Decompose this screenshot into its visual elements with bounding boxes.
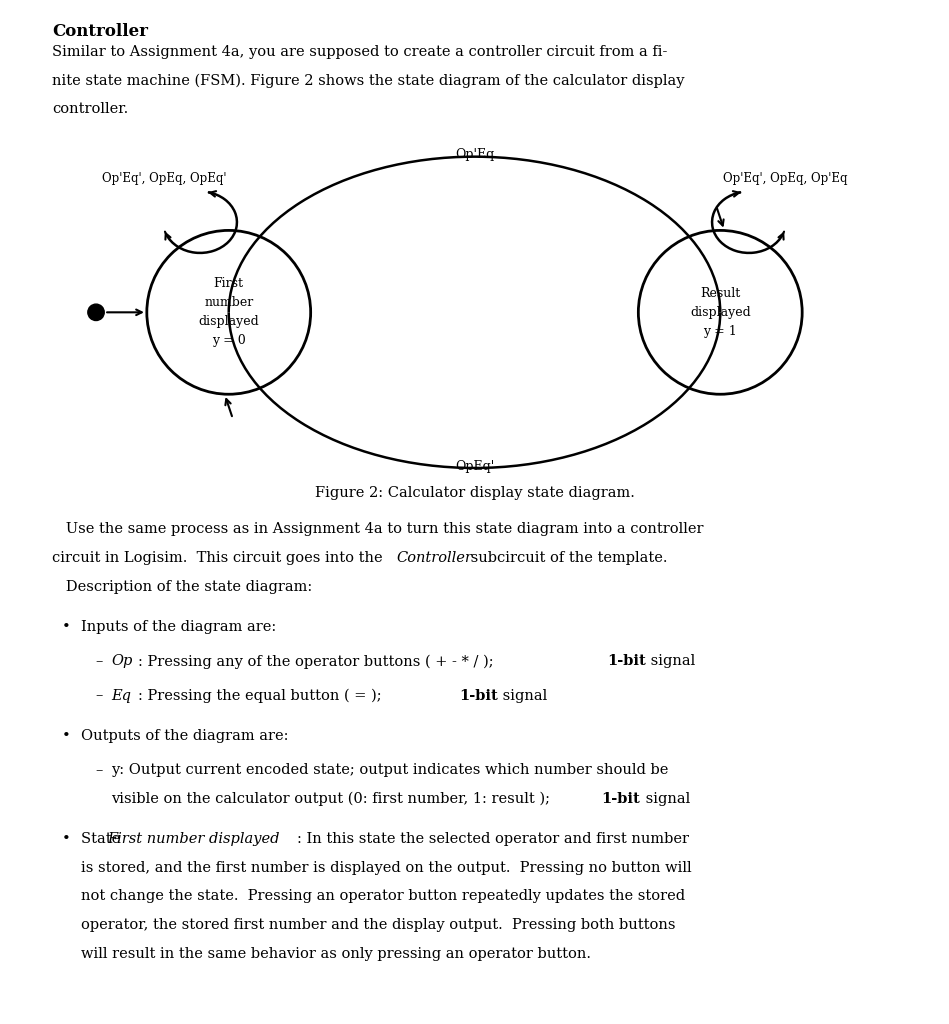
Text: Op: Op [111, 654, 133, 668]
Text: –: – [95, 654, 102, 668]
Text: visible on the calculator output (0: first number, 1: result );: visible on the calculator output (0: fir… [111, 792, 554, 806]
Text: 1-bit: 1-bit [602, 792, 641, 806]
Text: First
number
displayed
y = 0: First number displayed y = 0 [198, 278, 259, 347]
Text: : Pressing the equal button ( = );: : Pressing the equal button ( = ); [138, 688, 386, 702]
Text: is stored, and the first number is displayed on the output.  Pressing no button : is stored, and the first number is displ… [81, 860, 691, 874]
Text: circuit in Logisim.  This circuit goes into the: circuit in Logisim. This circuit goes in… [52, 551, 387, 565]
Text: 1-bit: 1-bit [459, 688, 498, 702]
Text: –: – [95, 763, 102, 777]
Text: : In this state the selected operator and first number: : In this state the selected operator an… [297, 831, 689, 846]
Text: controller.: controller. [52, 102, 128, 117]
Text: signal: signal [646, 654, 696, 668]
Text: Controller: Controller [52, 23, 148, 40]
Text: 1-bit: 1-bit [607, 654, 646, 668]
Text: •: • [62, 831, 70, 846]
Text: OpEq': OpEq' [455, 460, 494, 473]
Text: Outputs of the diagram are:: Outputs of the diagram are: [81, 729, 288, 742]
Text: Controller: Controller [397, 551, 473, 565]
Text: Op'Eq', OpEq, OpEq': Op'Eq', OpEq, OpEq' [102, 172, 226, 185]
Text: y: Output current encoded state; output indicates which number should be: y: Output current encoded state; output … [111, 763, 668, 777]
Text: Figure 2: Calculator display state diagram.: Figure 2: Calculator display state diagr… [314, 486, 635, 501]
Text: Op'Eq', OpEq, Op'Eq: Op'Eq', OpEq, Op'Eq [723, 172, 847, 185]
Circle shape [88, 304, 104, 321]
Text: subcircuit of the template.: subcircuit of the template. [466, 551, 667, 565]
Text: •: • [62, 620, 70, 634]
Text: State: State [81, 831, 124, 846]
Text: Use the same process as in Assignment 4a to turn this state diagram into a contr: Use the same process as in Assignment 4a… [52, 522, 704, 537]
Text: First number displayed: First number displayed [107, 831, 280, 846]
Text: Inputs of the diagram are:: Inputs of the diagram are: [81, 620, 276, 634]
Text: Description of the state diagram:: Description of the state diagram: [52, 580, 312, 594]
Text: will result in the same behavior as only pressing an operator button.: will result in the same behavior as only… [81, 946, 590, 961]
Text: Op'Eq: Op'Eq [455, 147, 494, 161]
Text: operator, the stored first number and the display output.  Pressing both buttons: operator, the stored first number and th… [81, 918, 675, 932]
Text: Eq: Eq [111, 688, 131, 702]
Text: signal: signal [498, 688, 548, 702]
Text: Result
displayed
y = 1: Result displayed y = 1 [690, 287, 751, 338]
Text: –: – [95, 688, 102, 702]
Text: nite state machine (FSM). Figure 2 shows the state diagram of the calculator dis: nite state machine (FSM). Figure 2 shows… [52, 74, 684, 88]
Text: Similar to Assignment 4a, you are supposed to create a controller circuit from a: Similar to Assignment 4a, you are suppos… [52, 45, 667, 59]
Text: not change the state.  Pressing an operator button repeatedly updates the stored: not change the state. Pressing an operat… [81, 889, 685, 903]
Text: signal: signal [641, 792, 690, 806]
Text: •: • [62, 729, 70, 742]
Text: : Pressing any of the operator buttons ( + - * / );: : Pressing any of the operator buttons (… [138, 654, 498, 669]
